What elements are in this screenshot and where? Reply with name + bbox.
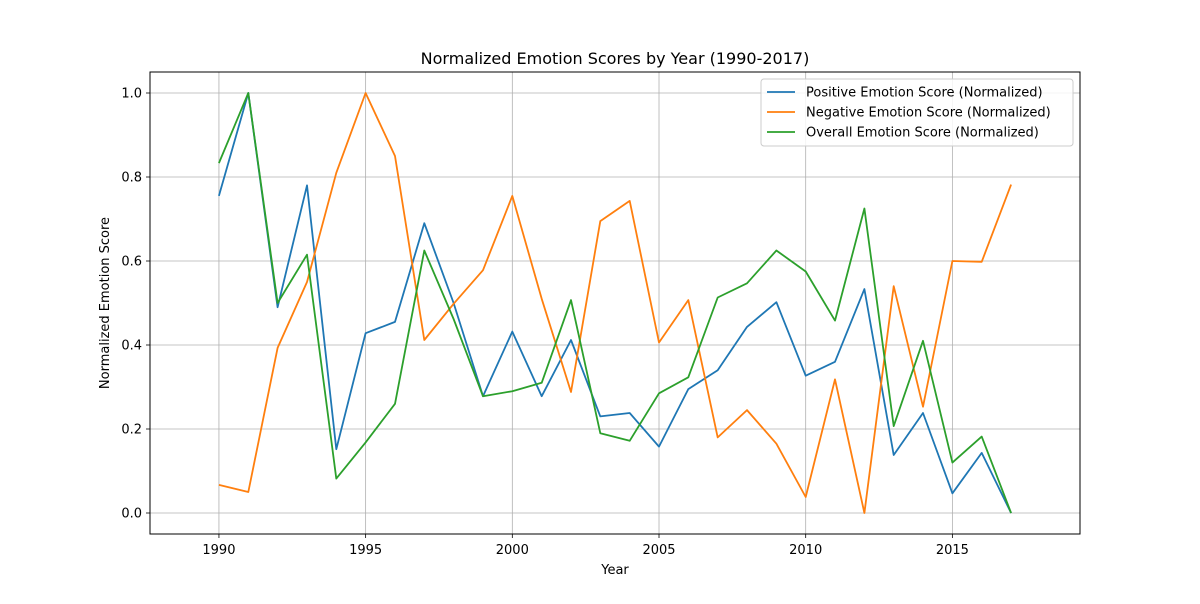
x-tick-label: 2015 (936, 543, 969, 558)
series-line-1 (218, 92, 1012, 514)
x-axis-label: Year (600, 563, 629, 578)
legend-label-1: Positive Emotion Score (Normalized) (806, 86, 1043, 101)
x-tick-label: 1995 (349, 543, 382, 558)
series-lines (218, 92, 1012, 514)
y-tick-label: 0.6 (121, 255, 142, 270)
series-line-2 (218, 92, 1012, 514)
y-axis-label: Normalized Emotion Score (98, 217, 113, 389)
y-tick-label: 0.8 (121, 171, 142, 186)
legend: Positive Emotion Score (Normalized) Negat… (760, 78, 1074, 147)
y-tick-label: 0.2 (121, 423, 142, 438)
legend-box (760, 78, 1074, 147)
y-tick-label: 0.0 (121, 507, 142, 522)
x-tick-label: 1990 (202, 543, 235, 558)
chart-title: Normalized Emotion Scores by Year (1990-… (421, 49, 810, 68)
y-tick-label: 1.0 (121, 87, 142, 102)
x-tick-label: 2000 (496, 543, 529, 558)
plot-area-frame (149, 71, 1081, 535)
y-tick-label: 0.4 (121, 339, 142, 354)
series-line-3 (218, 92, 1012, 514)
legend-label-2: Negative Emotion Score (Normalized) (806, 106, 1051, 121)
x-tick-label: 2005 (642, 543, 675, 558)
grid-lines (150, 72, 1080, 534)
axis-ticks: 1990 1995 2000 2005 2010 2015 0.0 0.2 0.4 0.6 0.8 1… (121, 87, 969, 559)
x-tick-label: 2010 (789, 543, 822, 558)
legend-label-3: Overall Emotion Score (Normalized) (806, 126, 1039, 141)
